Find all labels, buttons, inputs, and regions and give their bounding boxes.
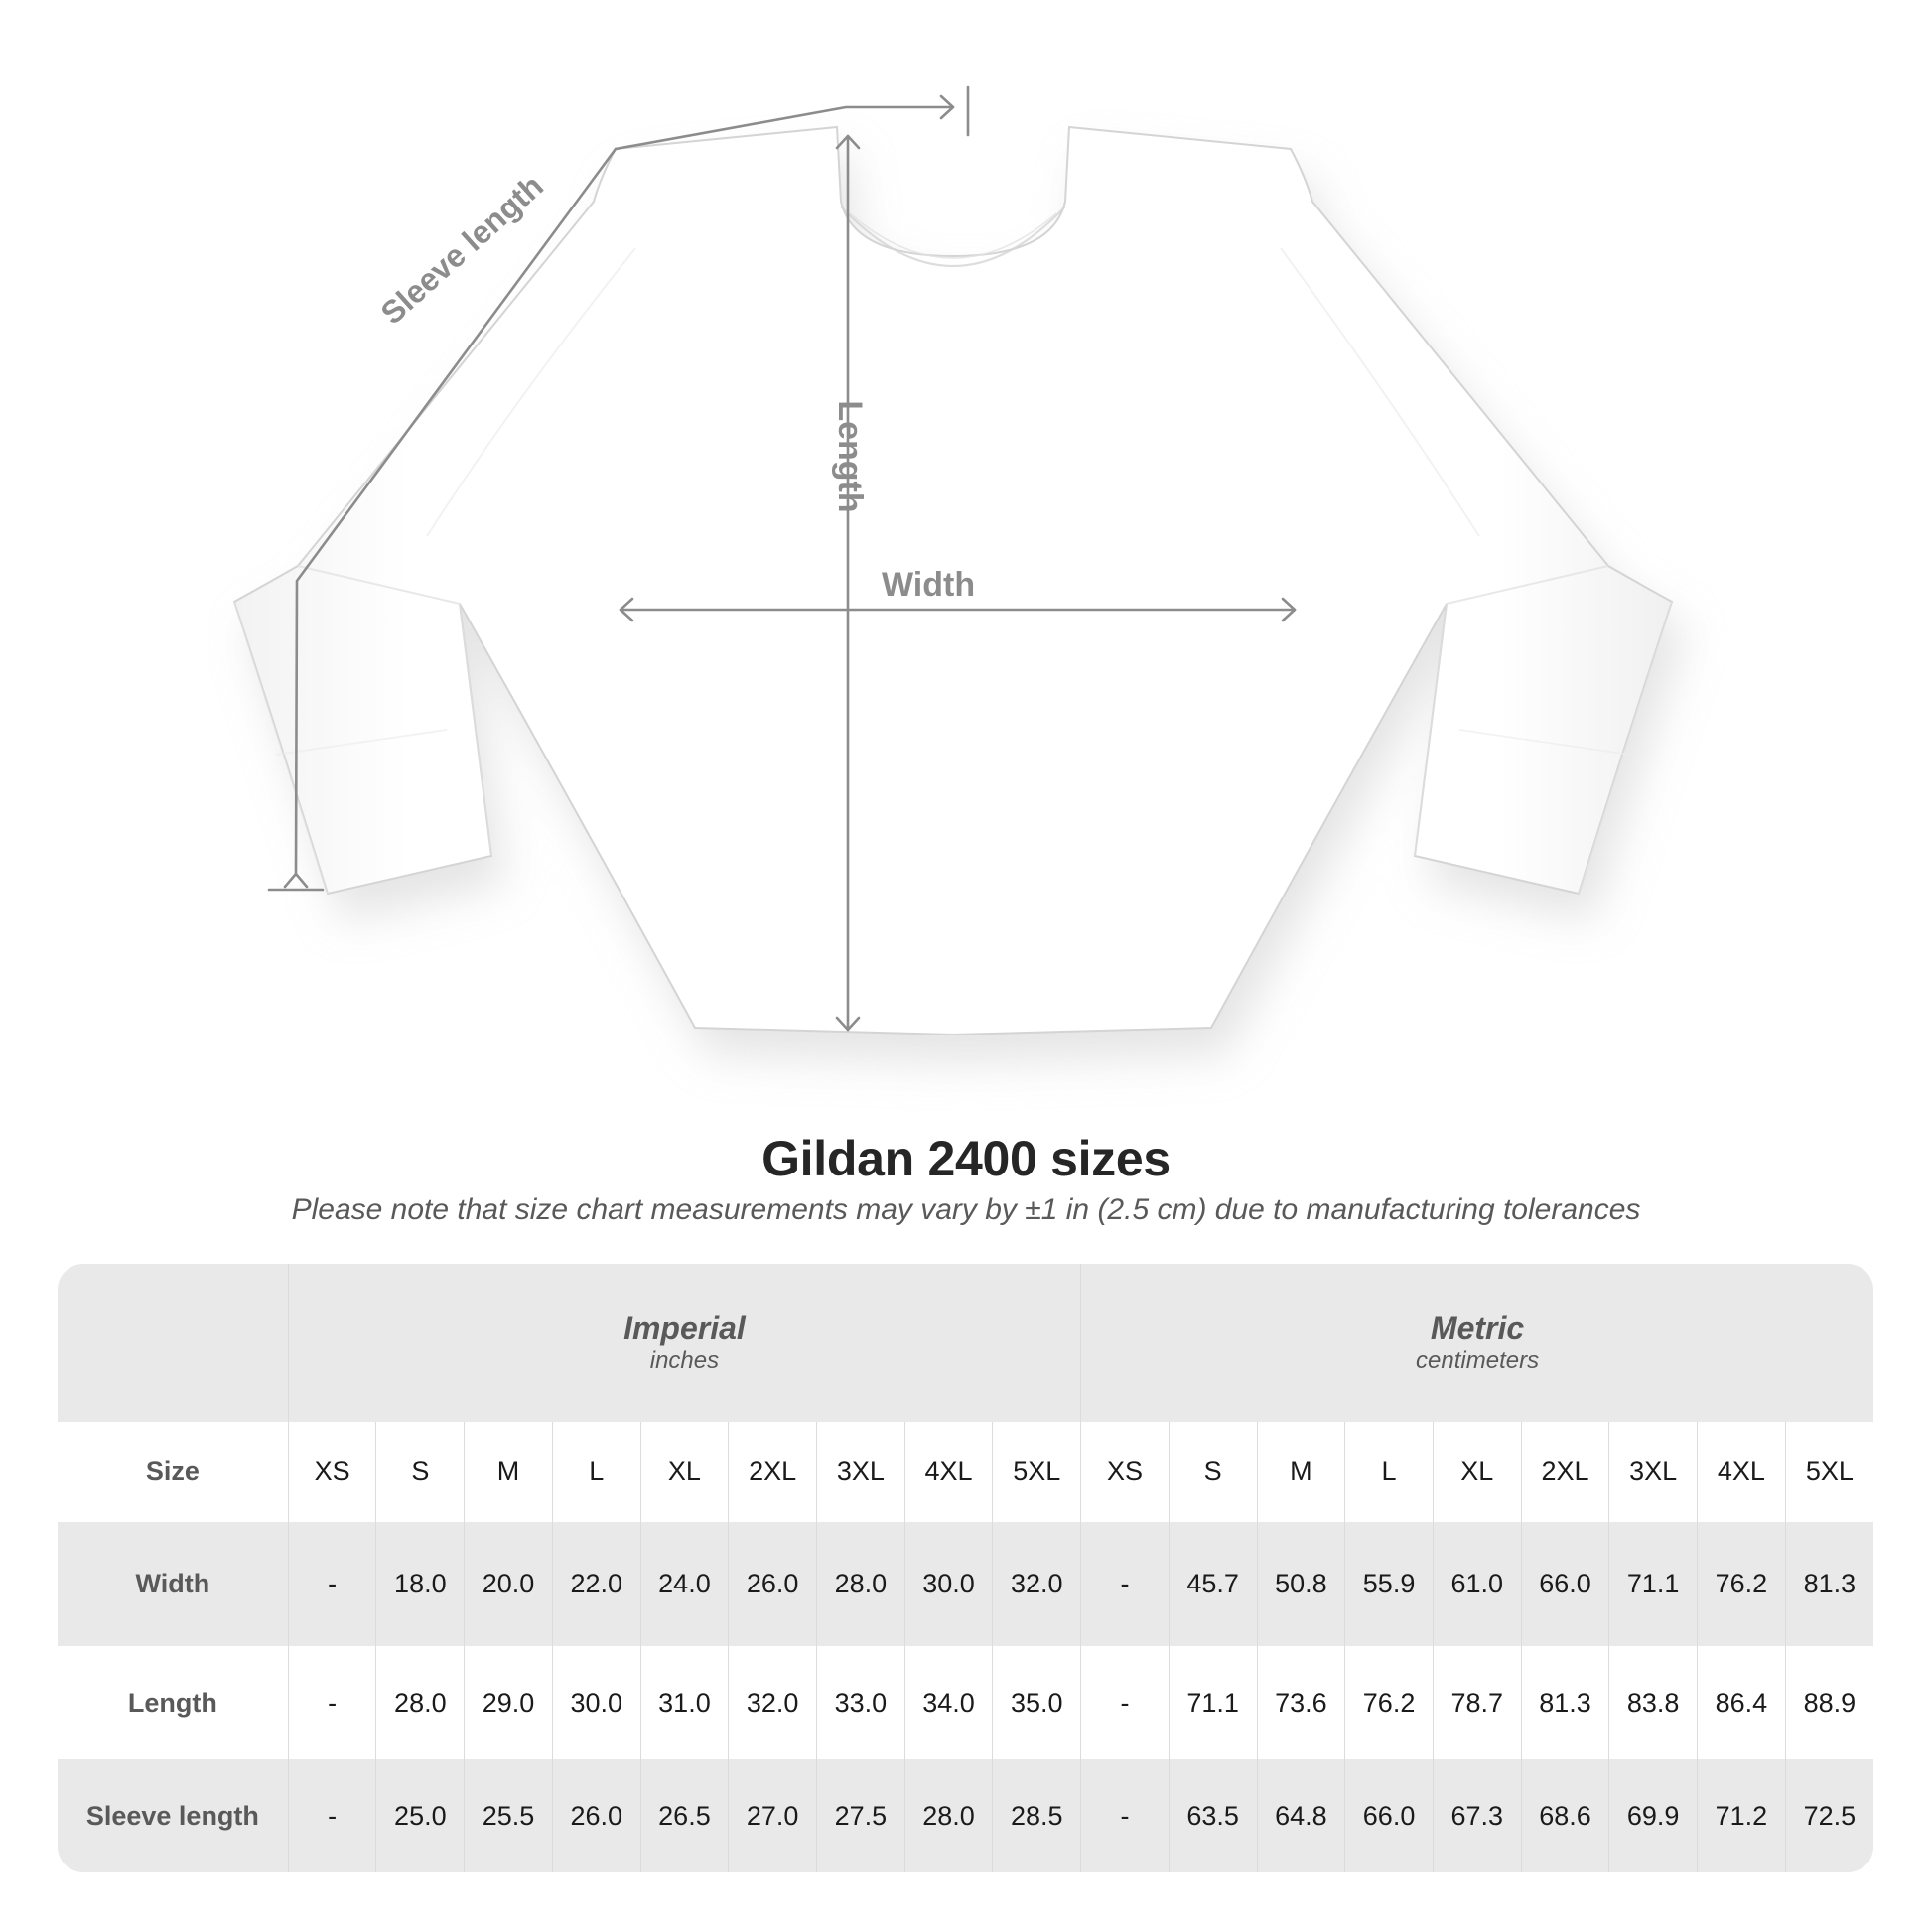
svg-text:Length: Length [831,400,869,512]
svg-text:Width: Width [882,566,975,604]
